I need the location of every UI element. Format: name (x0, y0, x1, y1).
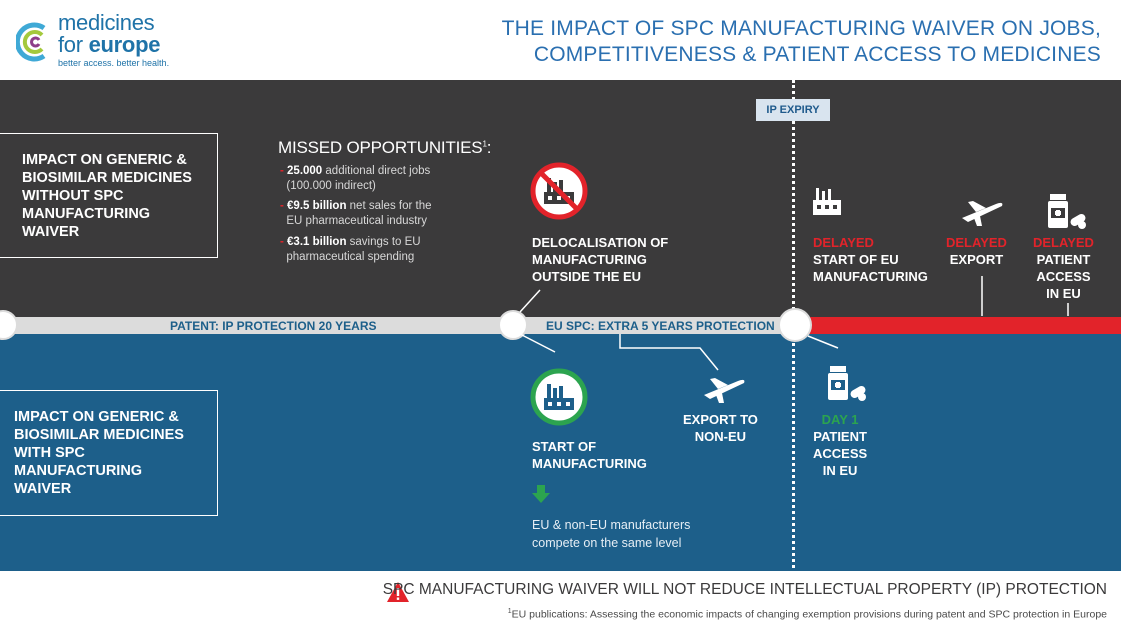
label-deloc-line1: DELOCALISATION OF (532, 235, 669, 250)
header (0, 0, 1121, 80)
label-day1: DAY 1 (821, 412, 859, 427)
label-delayed-2: DELAYED (946, 235, 1007, 250)
plane-icon (962, 201, 1003, 226)
label-start-eu-line2: MANUFACTURING (813, 269, 928, 284)
medicine-icon (1048, 194, 1086, 229)
title-line-1: THE IMPACT OF SPC MANUFACTURING WAIVER O… (501, 17, 1101, 40)
label-start-manufacturing: START OF MANUFACTURING (532, 438, 647, 472)
missed-item-jobs-line2: (100.000 indirect) (286, 180, 376, 192)
missed-item-sales-line2: EU pharmaceutical industry (286, 215, 428, 227)
missed-item-jobs-value: 25.000 (287, 165, 323, 177)
footer-warning: SPC MANUFACTURING WAIVER WILL NOT REDUCE… (382, 581, 1107, 598)
ip-expiry-badge: IP EXPIRY (756, 99, 830, 121)
missed-item-sales: - €9.5 billion net sales for the EU phar… (280, 200, 432, 227)
label-start-line2: MANUFACTURING (532, 456, 647, 471)
title-line-2: COMPETITIVENESS & PATIENT ACCESS TO MEDI… (533, 43, 1101, 66)
missed-footnote-marker: 1 (482, 139, 487, 149)
label-access-line1: PATIENT (1036, 252, 1091, 267)
timeline-node-patent-expiry (498, 310, 528, 340)
label-access-line3: IN EU (1046, 286, 1081, 301)
footnote-text: EU publications: Assessing the economic … (511, 608, 1107, 621)
logo-tagline: better access. better health. (58, 58, 170, 68)
box-without-waiver: IMPACT ON GENERIC & BIOSIMILAR MEDICINES… (0, 133, 218, 258)
page-title: THE IMPACT OF SPC MANUFACTURING WAIVER O… (461, 16, 1101, 68)
label-day1-access: DAY 1 PATIENT ACCESS IN EU (813, 411, 867, 479)
label-delayed-access: DELAYED PATIENT ACCESS IN EU (1033, 234, 1094, 302)
footnote-marker: 1 (507, 608, 512, 615)
medicine-access-icon (828, 366, 866, 401)
label-export-non-eu: EXPORT TO NON-EU (683, 411, 758, 445)
missed-item-sales-value: €9.5 billion (287, 200, 347, 212)
label-delayed-1: DELAYED (813, 235, 874, 250)
missed-item-savings-line2: pharmaceutical spending (286, 251, 415, 263)
logo-icon (16, 22, 46, 62)
logo-word-for-europe: for europe (58, 32, 160, 58)
label-export-line1: EXPORT TO (683, 412, 758, 427)
timeline-label-spc-rest: EXTRA 5 YEARS PROTECTION (594, 319, 775, 333)
timeline-node-ip-expiry (778, 308, 812, 342)
timeline-delay-segment (796, 317, 1121, 334)
label-deloc-line3: OUTSIDE THE EU (532, 269, 642, 284)
label-delayed-start-eu: DELAYED START OF EU MANUFACTURING (813, 234, 928, 285)
label-day1-line2: ACCESS (813, 446, 868, 461)
missed-item-savings-text: savings to EU (346, 236, 421, 248)
footer-footnote: 1EU publications: Assessing the economic… (508, 608, 1107, 621)
label-export-line2: NON-EU (694, 429, 747, 444)
label-start-eu-line1: START OF EU (813, 252, 899, 267)
label-day1-line3: IN EU (822, 463, 858, 478)
warning-icon (387, 582, 409, 602)
label-compete-line2: compete on the same level (532, 536, 682, 550)
missed-item-jobs-text: additional direct jobs (322, 165, 431, 177)
plane-export-icon (704, 378, 745, 403)
label-compete: EU & non-EU manufacturers compete on the… (532, 516, 690, 552)
missed-title-text: MISSED OPPORTUNITIES (278, 138, 483, 157)
logo-word-for: for (58, 32, 89, 57)
missed-item-savings-value: €3.1 billion (287, 236, 347, 248)
factory-icon (813, 188, 841, 215)
label-delayed-3: DELAYED (1033, 235, 1094, 250)
missed-item-sales-text: net sales for the (346, 200, 432, 212)
label-delocalisation: DELOCALISATION OF MANUFACTURING OUTSIDE … (532, 234, 668, 285)
logo-word-europe: europe (88, 32, 161, 57)
arrow-down-icon (532, 485, 550, 503)
timeline-label-patent-rest: IP PROTECTION 20 YEARS (218, 319, 377, 333)
timeline-label-patent: PATENT: IP PROTECTION 20 YEARS (170, 319, 377, 333)
label-deloc-line2: MANUFACTURING (532, 252, 647, 267)
label-day1-line1: PATIENT (813, 429, 867, 444)
label-compete-line1: EU & non-EU manufacturers (532, 518, 691, 532)
box-with-waiver: IMPACT ON GENERIC & BIOSIMILAR MEDICINES… (0, 390, 218, 516)
label-export: EXPORT (949, 252, 1004, 267)
logo-word-medicines: medicines (58, 10, 155, 35)
timeline-label-spc: EU SPC: EXTRA 5 YEARS PROTECTION (546, 319, 775, 333)
missed-item-savings: - €3.1 billion savings to EU pharmaceuti… (280, 236, 421, 263)
factory-ok-icon (530, 368, 588, 426)
missed-opportunities-title: MISSED OPPORTUNITIES1: (278, 138, 492, 157)
no-factory-icon (530, 162, 588, 220)
timeline-label-patent-bold: PATENT: (170, 319, 219, 333)
label-access-line2: ACCESS (1036, 269, 1091, 284)
missed-item-jobs: - 25.000 additional direct jobs (100.000… (280, 165, 431, 192)
timeline-label-spc-bold: EU SPC: (546, 319, 595, 333)
label-start-line1: START OF (532, 439, 597, 454)
label-delayed-export: DELAYED EXPORT (946, 234, 1007, 268)
